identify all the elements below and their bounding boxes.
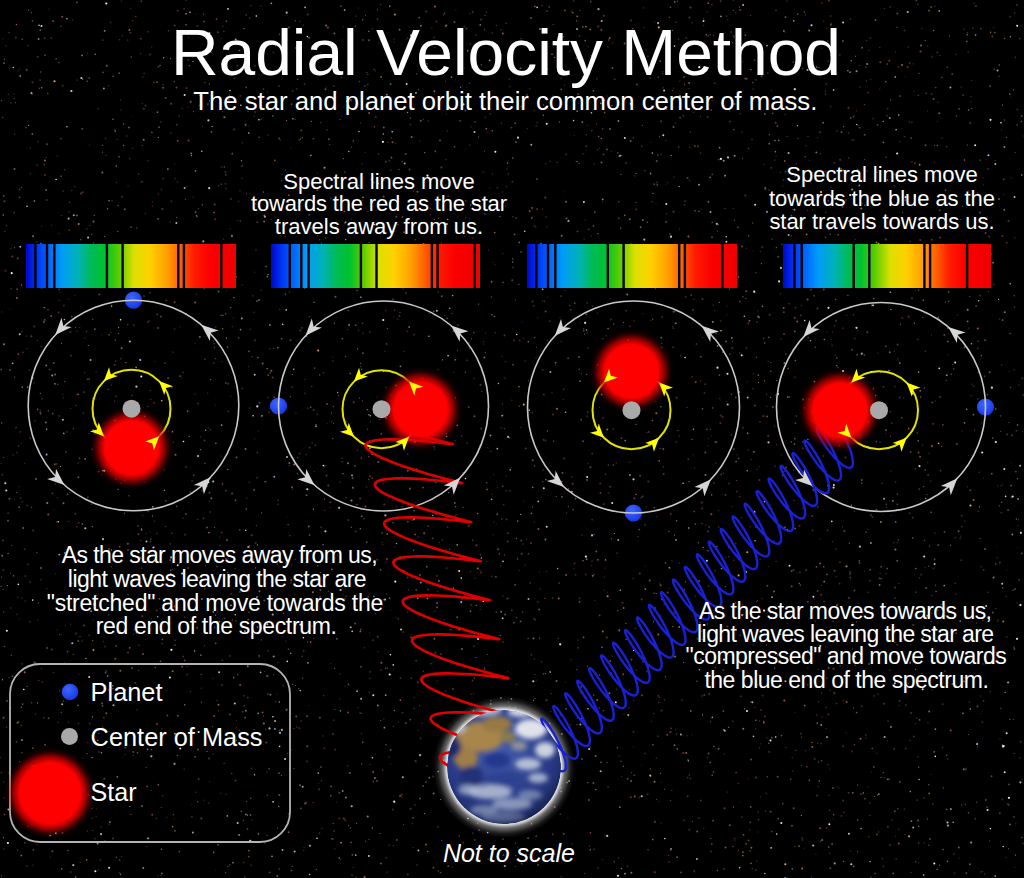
svg-text:Spectral lines move: Spectral lines move xyxy=(283,169,474,194)
svg-text:The star and planet orbit thei: The star and planet orbit their common c… xyxy=(193,87,817,115)
svg-text:As the star moves away from us: As the star moves away from us, xyxy=(62,542,378,568)
svg-text:travels away from us.: travels away from us. xyxy=(275,214,483,239)
svg-text:Planet: Planet xyxy=(91,678,163,706)
svg-text:towards the blue as the: towards the blue as the xyxy=(769,186,995,211)
svg-text:star travels towards us.: star travels towards us. xyxy=(769,209,994,234)
svg-text:red end of the spectrum.: red end of the spectrum. xyxy=(96,613,337,639)
svg-text:Spectral lines move: Spectral lines move xyxy=(786,162,977,187)
svg-text:"compressed" and move towards: "compressed" and move towards xyxy=(686,643,1007,669)
svg-text:Radial Velocity Method: Radial Velocity Method xyxy=(171,16,841,89)
svg-text:towards the red as the star: towards the red as the star xyxy=(251,191,507,216)
svg-text:light waves leaving the star a: light waves leaving the star are xyxy=(68,566,367,592)
svg-text:"stretched" and move towards t: "stretched" and move towards the xyxy=(47,590,384,616)
svg-text:Center of Mass: Center of Mass xyxy=(91,723,263,751)
svg-text:Star: Star xyxy=(91,778,137,806)
svg-text:Not to scale: Not to scale xyxy=(443,839,575,867)
svg-text:the blue end of the spectrum.: the blue end of the spectrum. xyxy=(704,667,988,693)
